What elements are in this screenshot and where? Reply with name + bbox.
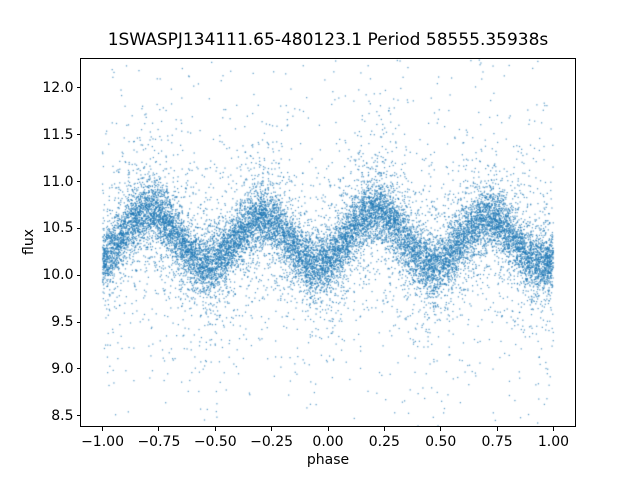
x-tick — [496, 427, 498, 431]
x-tick — [158, 427, 160, 431]
x-tick-label: −0.25 — [250, 433, 294, 450]
y-tick — [76, 368, 80, 370]
x-tick — [440, 427, 442, 431]
y-tick — [76, 415, 80, 417]
y-tick-label: 9.0 — [51, 360, 74, 377]
x-tick-label: 0.75 — [481, 433, 513, 450]
y-tick — [76, 274, 80, 276]
x-tick-label: −1.00 — [81, 433, 124, 450]
x-tick — [327, 427, 329, 431]
chart-title: 1SWASPJ134111.65-480123.1 Period 58555.3… — [107, 30, 549, 50]
y-tick — [76, 321, 80, 323]
x-tick-label: −0.75 — [137, 433, 181, 450]
x-tick — [102, 427, 104, 431]
y-tick-label: 11.0 — [42, 173, 74, 190]
x-tick-label: 1.00 — [537, 433, 570, 450]
x-axis-label: phase — [306, 452, 350, 468]
y-tick — [76, 227, 80, 229]
y-tick-label: 10.5 — [42, 220, 74, 237]
y-tick-label: 12.0 — [42, 79, 74, 96]
x-tick-label: 0.25 — [368, 433, 400, 450]
y-tick-label: 9.5 — [51, 314, 74, 331]
y-tick — [76, 134, 80, 136]
y-tick-label: 10.0 — [42, 267, 74, 284]
y-tick-label: 8.5 — [51, 407, 74, 424]
y-tick-label: 11.5 — [42, 126, 74, 143]
x-tick — [383, 427, 385, 431]
x-tick — [214, 427, 216, 431]
x-tick — [552, 427, 554, 431]
x-tick-label: 0.50 — [425, 433, 457, 450]
scatter-canvas — [80, 58, 576, 427]
y-tick — [76, 87, 80, 89]
x-tick-label: 0.00 — [312, 433, 344, 450]
plot-area — [80, 58, 576, 427]
x-tick-label: −0.50 — [193, 433, 237, 450]
y-tick — [76, 181, 80, 183]
x-tick — [271, 427, 273, 431]
